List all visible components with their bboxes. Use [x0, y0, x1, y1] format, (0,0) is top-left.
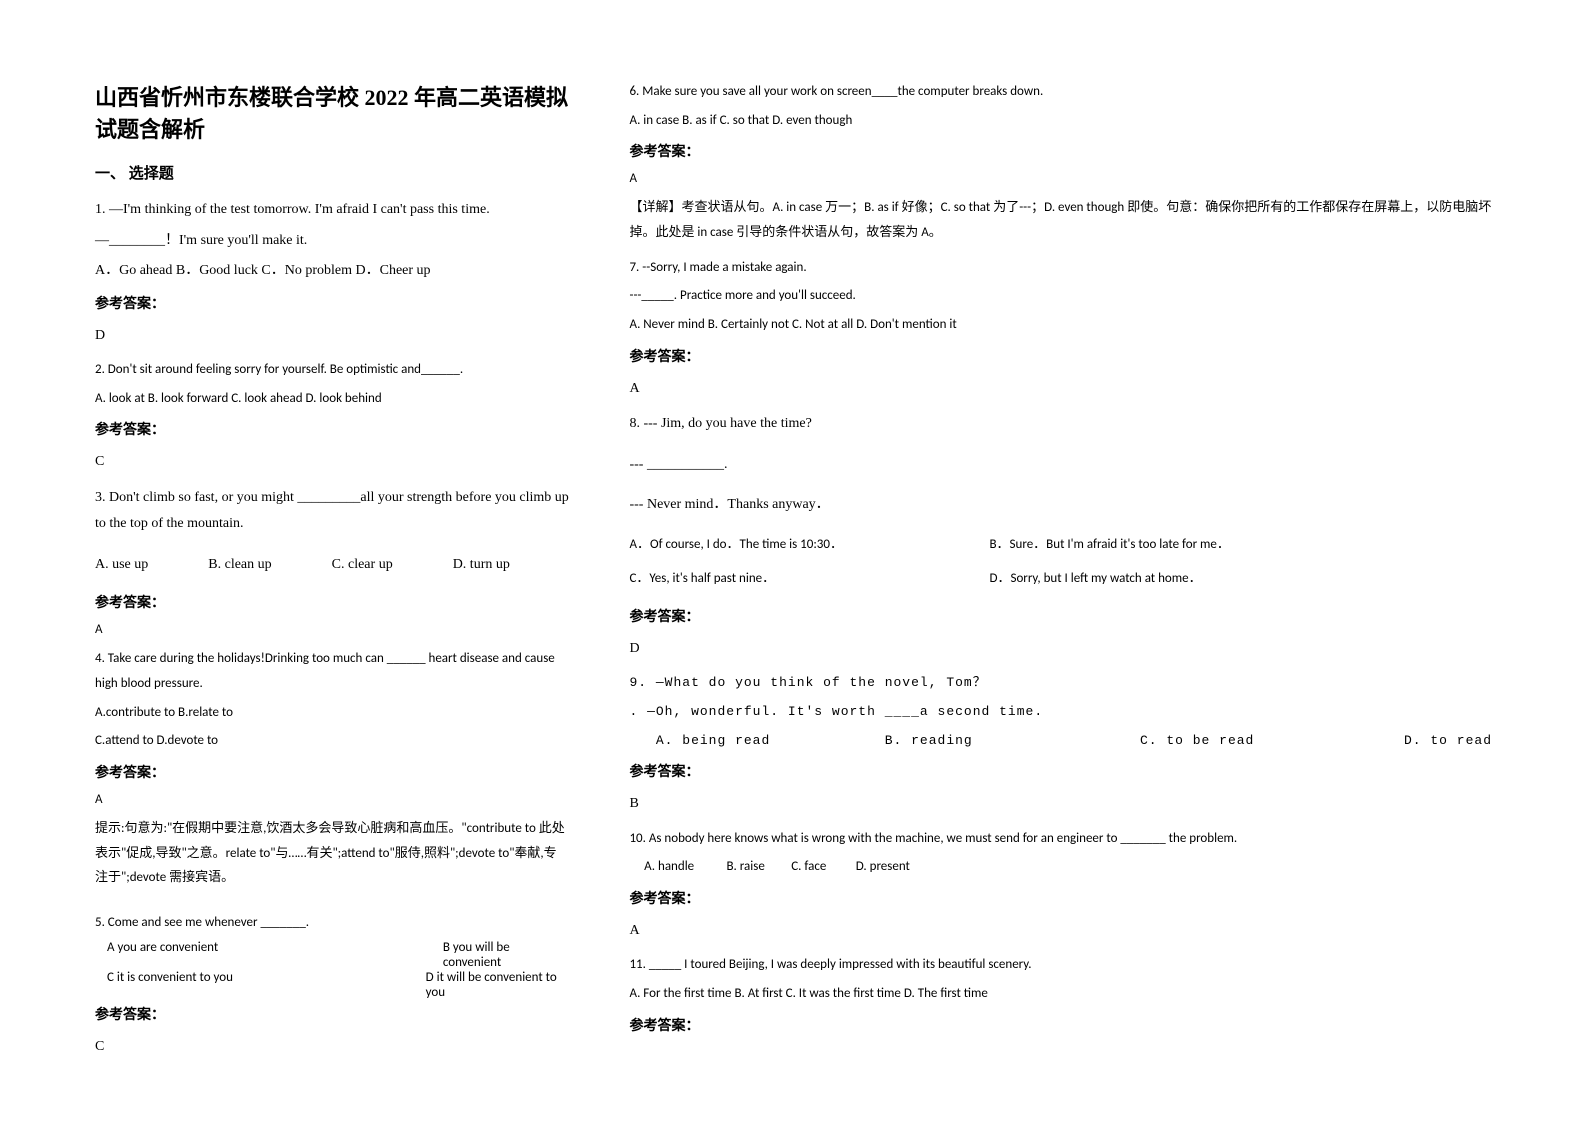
right-column: 6. Make sure you save all your work on s…: [629, 80, 1492, 1082]
q10-answer: A: [629, 918, 1492, 943]
q8-line2: --- ___________.: [629, 452, 1492, 479]
q2-line1: 2. Don't sit around feeling sorry for yo…: [95, 358, 569, 383]
q7-answer: A: [629, 376, 1492, 401]
q8-row2: C．Yes, it's half past nine． D．Sorry, but…: [629, 567, 1492, 592]
q4-explanation: 提示:句意为:"在假期中要注意,饮酒太多会导致心脏病和高血压。"contribu…: [95, 817, 569, 891]
q5-optC: C it is convenient to you: [107, 970, 426, 1000]
q8-line3: --- Never mind．Thanks anyway．: [629, 492, 1492, 519]
page-title: 山西省忻州市东楼联合学校 2022 年高二英语模拟试题含解析: [95, 80, 569, 144]
q5-row2: C it is convenient to you D it will be c…: [95, 970, 569, 1000]
q9-options: A. being read B. reading C. to be read D…: [629, 729, 1492, 754]
q8-line1: 8. --- Jim, do you have the time?: [629, 411, 1492, 438]
q8-optC: C．Yes, it's half past nine．: [629, 567, 989, 592]
q7-line1: 7. --Sorry, I made a mistake again.: [629, 256, 1492, 281]
q3-optC: C. clear up: [332, 552, 393, 579]
q3-answer: A: [95, 622, 569, 637]
q1-line1: 1. —I'm thinking of the test tomorrow. I…: [95, 197, 569, 224]
q3-optA: A. use up: [95, 552, 148, 579]
q3-optD: D. turn up: [453, 552, 510, 579]
q4-options1: A.contribute to B.relate to: [95, 701, 569, 726]
q2-options: A. look at B. look forward C. look ahead…: [95, 387, 569, 412]
q5-answer: C: [95, 1034, 569, 1059]
q3-line1: 3. Don't climb so fast, or you might ___…: [95, 485, 569, 538]
q1-line2: —________！I'm sure you'll make it.: [95, 228, 569, 255]
q10-answer-label: 参考答案：: [629, 888, 1492, 908]
q6-options: A. in case B. as if C. so that D. even t…: [629, 109, 1492, 134]
q11-options: A. For the first time B. At first C. It …: [629, 982, 1492, 1007]
q3-answer-label: 参考答案：: [95, 592, 569, 612]
q3-options: A. use up B. clean up C. clear up D. tur…: [95, 552, 569, 579]
q2-answer-label: 参考答案：: [95, 419, 569, 439]
q5-answer-label: 参考答案：: [95, 1004, 569, 1024]
q1-answer: D: [95, 323, 569, 348]
q7-line2: ---_____. Practice more and you'll succe…: [629, 284, 1492, 309]
q3-optB: B. clean up: [208, 552, 271, 579]
q1-options: A．Go ahead B．Good luck C．No problem D．Ch…: [95, 258, 569, 285]
q10-options: A. handle B. raise C. face D. present: [629, 855, 1492, 880]
section-heading: 一、 选择题: [95, 162, 569, 183]
q8-optD: D．Sorry, but I left my watch at home．: [989, 567, 1201, 592]
q9-answer: B: [629, 791, 1492, 816]
q11-answer-label: 参考答案：: [629, 1015, 1492, 1035]
q6-answer: A: [629, 171, 1492, 186]
q1-answer-label: 参考答案：: [95, 293, 569, 313]
q6-answer-label: 参考答案：: [629, 141, 1492, 161]
q4-options2: C.attend to D.devote to: [95, 729, 569, 754]
q6-line1: 6. Make sure you save all your work on s…: [629, 80, 1492, 105]
q8-answer: D: [629, 636, 1492, 661]
q8-row1: A．Of course, I do．The time is 10:30． B．S…: [629, 533, 1492, 558]
q11-line1: 11. _____ I toured Beijing, I was deeply…: [629, 953, 1492, 978]
q5-row1: A you are convenient B you will be conve…: [95, 940, 569, 970]
q4-answer: A: [95, 792, 569, 807]
q7-options: A. Never mind B. Certainly not C. Not at…: [629, 313, 1492, 338]
q8-answer-label: 参考答案：: [629, 606, 1492, 626]
q7-answer-label: 参考答案：: [629, 346, 1492, 366]
q6-explanation: 【详解】考查状语从句。A. in case 万一；B. as if 好像；C. …: [629, 196, 1492, 245]
q9-line1: 9. —What do you think of the novel, Tom？: [629, 671, 1492, 696]
q2-answer: C: [95, 449, 569, 474]
q8-optA: A．Of course, I do．The time is 10:30．: [629, 533, 989, 558]
q10-line1: 10. As nobody here knows what is wrong w…: [629, 827, 1492, 852]
q5-line1: 5. Come and see me whenever _______.: [95, 911, 569, 936]
q5-optB: B you will be convenient: [443, 940, 570, 970]
q5-optA: A you are convenient: [107, 940, 443, 970]
q8-optB: B．Sure．But I'm afraid it's too late for …: [989, 533, 1229, 558]
q4-answer-label: 参考答案：: [95, 762, 569, 782]
left-column: 山西省忻州市东楼联合学校 2022 年高二英语模拟试题含解析 一、 选择题 1.…: [95, 80, 569, 1082]
q9-answer-label: 参考答案：: [629, 761, 1492, 781]
q4-line1: 4. Take care during the holidays!Drinkin…: [95, 647, 569, 696]
q5-optD: D it will be convenient to you: [426, 970, 570, 1000]
q9-line2: . —Oh, wonderful. It's worth ____a secon…: [629, 700, 1492, 725]
